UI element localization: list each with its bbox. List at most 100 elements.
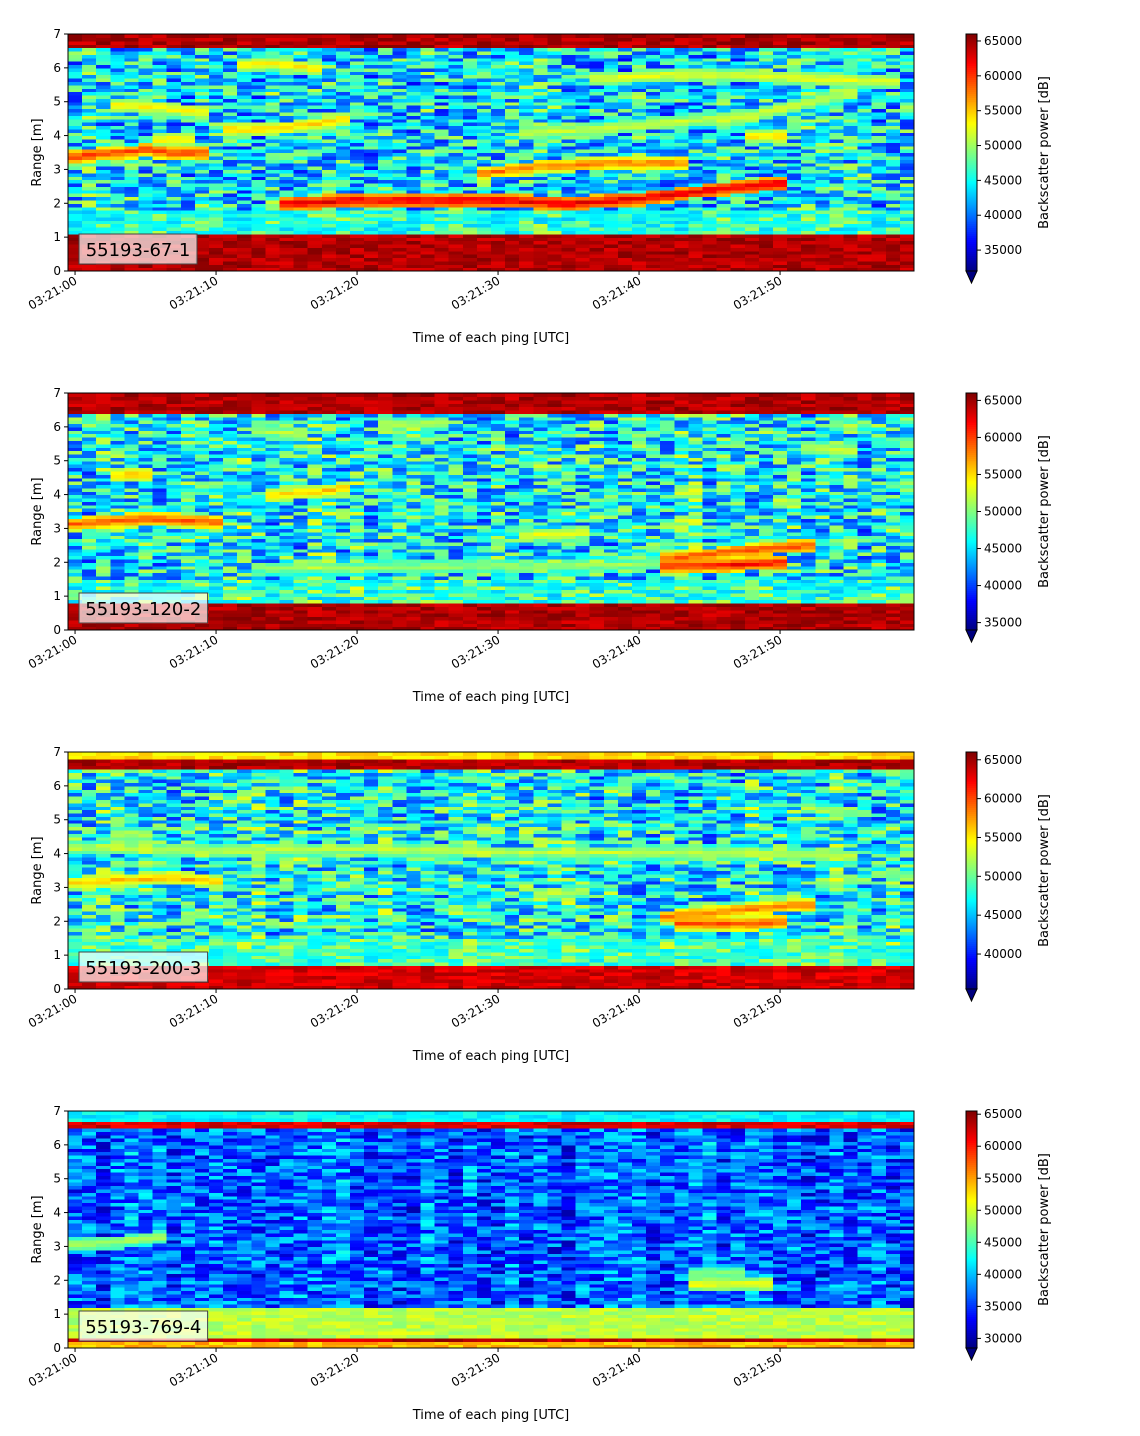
heatmap-cell xyxy=(68,98,83,103)
heatmap-cell xyxy=(829,179,845,184)
heatmap-cell xyxy=(350,125,365,130)
heatmap-cell xyxy=(632,172,647,177)
heatmap-cell xyxy=(209,264,224,269)
heatmap-cell xyxy=(110,101,125,106)
heatmap-cell xyxy=(223,233,238,238)
heatmap-cell xyxy=(293,74,309,79)
heatmap-cell xyxy=(773,128,788,133)
heatmap-cell xyxy=(829,74,845,79)
heatmap-cell xyxy=(716,223,732,228)
heatmap-cell xyxy=(194,179,210,184)
heatmap-cell xyxy=(68,50,83,55)
heatmap-cell xyxy=(321,172,337,177)
heatmap-cell xyxy=(96,538,111,543)
heatmap-cell xyxy=(321,203,337,208)
heatmap-cell xyxy=(321,54,337,59)
heatmap-cell xyxy=(378,193,393,198)
heatmap-cell xyxy=(632,152,647,157)
heatmap-cell xyxy=(561,169,577,174)
heatmap-cell xyxy=(815,162,830,167)
heatmap-cell xyxy=(617,122,633,127)
heatmap-cell xyxy=(787,78,802,82)
heatmap-cell xyxy=(68,501,83,506)
heatmap-cell xyxy=(899,193,915,198)
heatmap-cell xyxy=(491,186,506,191)
heatmap-cell xyxy=(279,115,295,120)
heatmap-cell xyxy=(773,152,788,157)
heatmap-cell xyxy=(166,216,182,221)
colorbar-segment xyxy=(966,99,977,102)
heatmap-cell xyxy=(589,115,605,120)
heatmap-cell xyxy=(871,81,887,86)
heatmap-cell xyxy=(96,460,111,465)
heatmap-cell xyxy=(646,223,661,228)
heatmap-cell xyxy=(603,54,619,59)
heatmap-cell xyxy=(829,199,845,204)
heatmap-cell xyxy=(744,132,760,137)
heatmap-cell xyxy=(843,203,859,208)
heatmap-cell xyxy=(68,558,83,563)
heatmap-cell xyxy=(801,264,816,269)
heatmap-cell xyxy=(293,71,309,76)
heatmap-cell xyxy=(547,142,563,147)
heatmap-cell xyxy=(180,531,196,536)
heatmap-cell xyxy=(251,54,266,59)
heatmap-cell xyxy=(364,230,379,235)
heatmap-cell xyxy=(462,88,478,93)
heatmap-cell xyxy=(180,159,196,164)
heatmap-cell xyxy=(335,44,351,49)
heatmap-cell xyxy=(378,250,393,255)
heatmap-cell xyxy=(885,206,901,211)
heatmap-cell xyxy=(589,176,605,181)
heatmap-cell xyxy=(152,64,168,69)
heatmap-cell xyxy=(180,128,196,133)
heatmap-cell xyxy=(773,67,788,72)
heatmap-cell xyxy=(434,138,450,143)
heatmap-cell xyxy=(434,101,450,106)
heatmap-cell xyxy=(406,57,422,62)
heatmap-cell xyxy=(321,176,337,181)
heatmap-cell xyxy=(519,138,534,143)
heatmap-cell xyxy=(688,88,704,93)
heatmap-cell xyxy=(829,240,845,245)
heatmap-cell xyxy=(476,149,492,154)
heatmap-cell xyxy=(547,152,563,157)
heatmap-cell xyxy=(152,152,168,157)
heatmap-cell xyxy=(716,189,732,194)
heatmap-cell xyxy=(575,132,591,137)
heatmap-cell xyxy=(491,145,506,150)
heatmap-cell xyxy=(476,84,492,89)
heatmap-cell xyxy=(68,474,83,479)
heatmap-cell xyxy=(180,579,196,584)
heatmap-cell xyxy=(533,166,548,171)
heatmap-cell xyxy=(533,88,548,93)
heatmap-cell xyxy=(335,81,351,86)
heatmap-cell xyxy=(350,237,365,242)
heatmap-cell xyxy=(744,257,760,262)
heatmap-cell xyxy=(237,44,252,49)
heatmap-cell xyxy=(603,267,619,272)
heatmap-cell xyxy=(96,426,111,431)
heatmap-cell xyxy=(448,213,464,218)
heatmap-cell xyxy=(138,142,154,147)
heatmap-cell xyxy=(364,81,379,86)
heatmap-cell xyxy=(899,54,915,59)
heatmap-cell xyxy=(321,182,337,187)
heatmap-cell xyxy=(209,44,224,49)
heatmap-cell xyxy=(730,142,746,147)
heatmap-cell xyxy=(321,196,337,201)
heatmap-cell xyxy=(462,142,478,147)
heatmap-cell xyxy=(674,78,689,82)
heatmap-cell xyxy=(223,145,238,150)
heatmap-cell xyxy=(194,44,210,49)
heatmap-cell xyxy=(68,514,83,519)
heatmap-cell xyxy=(82,61,97,66)
heatmap-cell xyxy=(448,166,464,171)
heatmap-cell xyxy=(110,579,125,584)
heatmap-cell xyxy=(476,216,492,221)
heatmap-cell xyxy=(462,203,478,208)
colorbar-segment xyxy=(966,49,977,53)
heatmap-cell xyxy=(279,260,295,265)
heatmap-cell xyxy=(68,437,83,441)
heatmap-cell xyxy=(815,257,830,262)
